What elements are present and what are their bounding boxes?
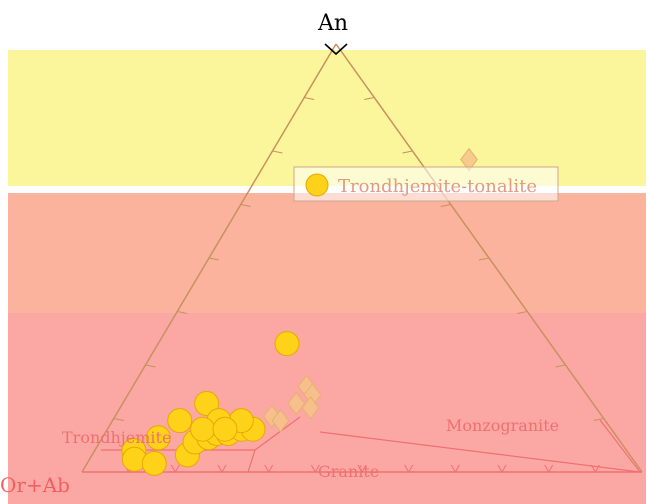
left-edge-tick	[145, 364, 156, 368]
base-tick	[357, 464, 367, 474]
base-tick	[310, 464, 320, 474]
granite-monzogranite-boundary	[319, 431, 641, 473]
monzogranite-right-boundary	[599, 419, 641, 473]
base-tick	[590, 464, 600, 474]
left-edge-tick	[113, 418, 124, 421]
vertex-label-or-ab: Or+Ab	[0, 473, 70, 497]
left-edge-tick	[177, 311, 188, 314]
legend-label: Trondhjemite-tonalite	[338, 176, 537, 197]
field-label-monzogranite: Monzogranite	[446, 416, 559, 435]
trondhjemite-right-boundary-lower	[247, 449, 256, 473]
field-label-granite: Granite	[318, 462, 379, 481]
right-edge-tick	[593, 418, 604, 421]
data-point-diamond	[301, 395, 320, 420]
vertex-label-an: An	[317, 11, 348, 36]
base-tick	[217, 464, 227, 474]
left-edge-tick	[208, 257, 220, 261]
data-point-circle	[141, 450, 167, 476]
base-tick	[450, 464, 460, 474]
right-edge-tick	[364, 97, 375, 100]
data-point-circle	[167, 408, 193, 434]
legend-marker-circle	[305, 173, 329, 197]
right-edge-tick	[517, 311, 528, 314]
right-edge-tick	[555, 364, 566, 368]
left-edge-tick	[240, 204, 251, 207]
salmon-band	[8, 193, 646, 328]
base-tick	[170, 464, 180, 474]
base-tick	[264, 464, 274, 474]
data-point-diamond	[287, 391, 306, 416]
base-tick	[404, 464, 414, 474]
apex-mark	[324, 43, 348, 56]
trondhjemite-right-boundary-upper	[254, 416, 301, 451]
data-point-circle	[190, 416, 216, 442]
right-edge-tick	[402, 150, 413, 154]
right-edge-tick	[440, 204, 451, 207]
field-label-trondhjemite: Trondhjemite	[62, 428, 171, 447]
legend-box	[293, 166, 559, 202]
tick-marks	[113, 97, 604, 474]
field-boundaries	[101, 416, 641, 473]
data-point-diamond	[271, 408, 290, 433]
data-point-circle	[145, 425, 171, 451]
data-point-circle	[274, 331, 300, 357]
right-edge-tick	[478, 257, 490, 261]
yellow-band	[8, 50, 646, 186]
data-point-circle	[194, 391, 220, 416]
left-edge-tick	[272, 150, 283, 154]
legend: Trondhjemite-tonalite	[293, 166, 559, 202]
base-tick	[497, 464, 507, 474]
base-tick	[544, 464, 554, 474]
left-edge-tick	[304, 97, 315, 100]
data-point-circle	[212, 416, 238, 442]
